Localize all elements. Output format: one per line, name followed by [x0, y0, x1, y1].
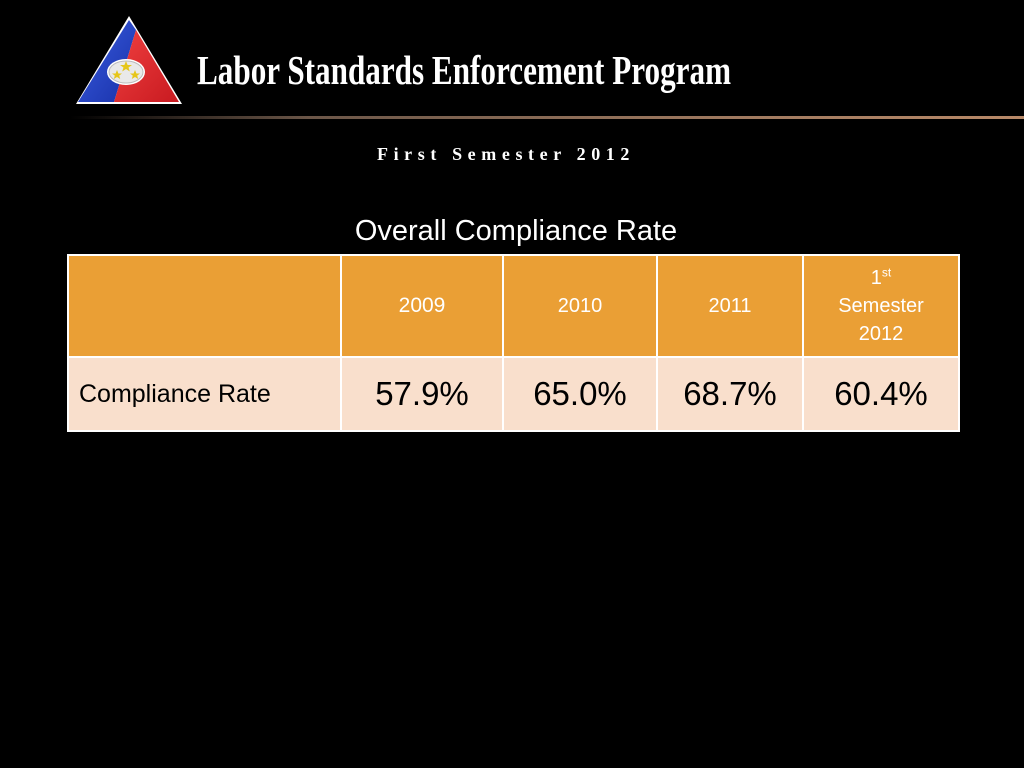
table-header-row: 2009 2010 2011 1st Semester 2012 [67, 254, 960, 358]
row-label-compliance-rate: Compliance Rate [67, 356, 342, 432]
semester-year: 2012 [858, 323, 904, 345]
header-cell-empty [67, 254, 342, 358]
value-2011: 68.7% [656, 356, 804, 432]
header-cell-1st-semester-2012: 1st Semester 2012 [802, 254, 960, 358]
header-cell-2009: 2009 [340, 254, 504, 358]
value-2009: 57.9% [340, 356, 504, 432]
value-2010: 65.0% [502, 356, 658, 432]
slide-title: Labor Standards Enforcement Program [197, 47, 732, 93]
semester-ordinal: 1st [870, 265, 892, 289]
table-title: Overall Compliance Rate [354, 215, 678, 247]
header-cell-2011: 2011 [656, 254, 804, 358]
header-divider [70, 116, 1024, 119]
value-1st-semester-2012: 60.4% [802, 356, 960, 432]
dole-triangle-logo-icon [74, 14, 184, 106]
semester-word: Semester [838, 295, 924, 317]
slide-subtitle: First Semester 2012 [376, 144, 636, 164]
compliance-rate-table: 2009 2010 2011 1st Semester 2012 Complia… [67, 254, 960, 432]
header-cell-2010: 2010 [502, 254, 658, 358]
table-row: Compliance Rate 57.9% 65.0% 68.7% 60.4% [67, 356, 960, 432]
